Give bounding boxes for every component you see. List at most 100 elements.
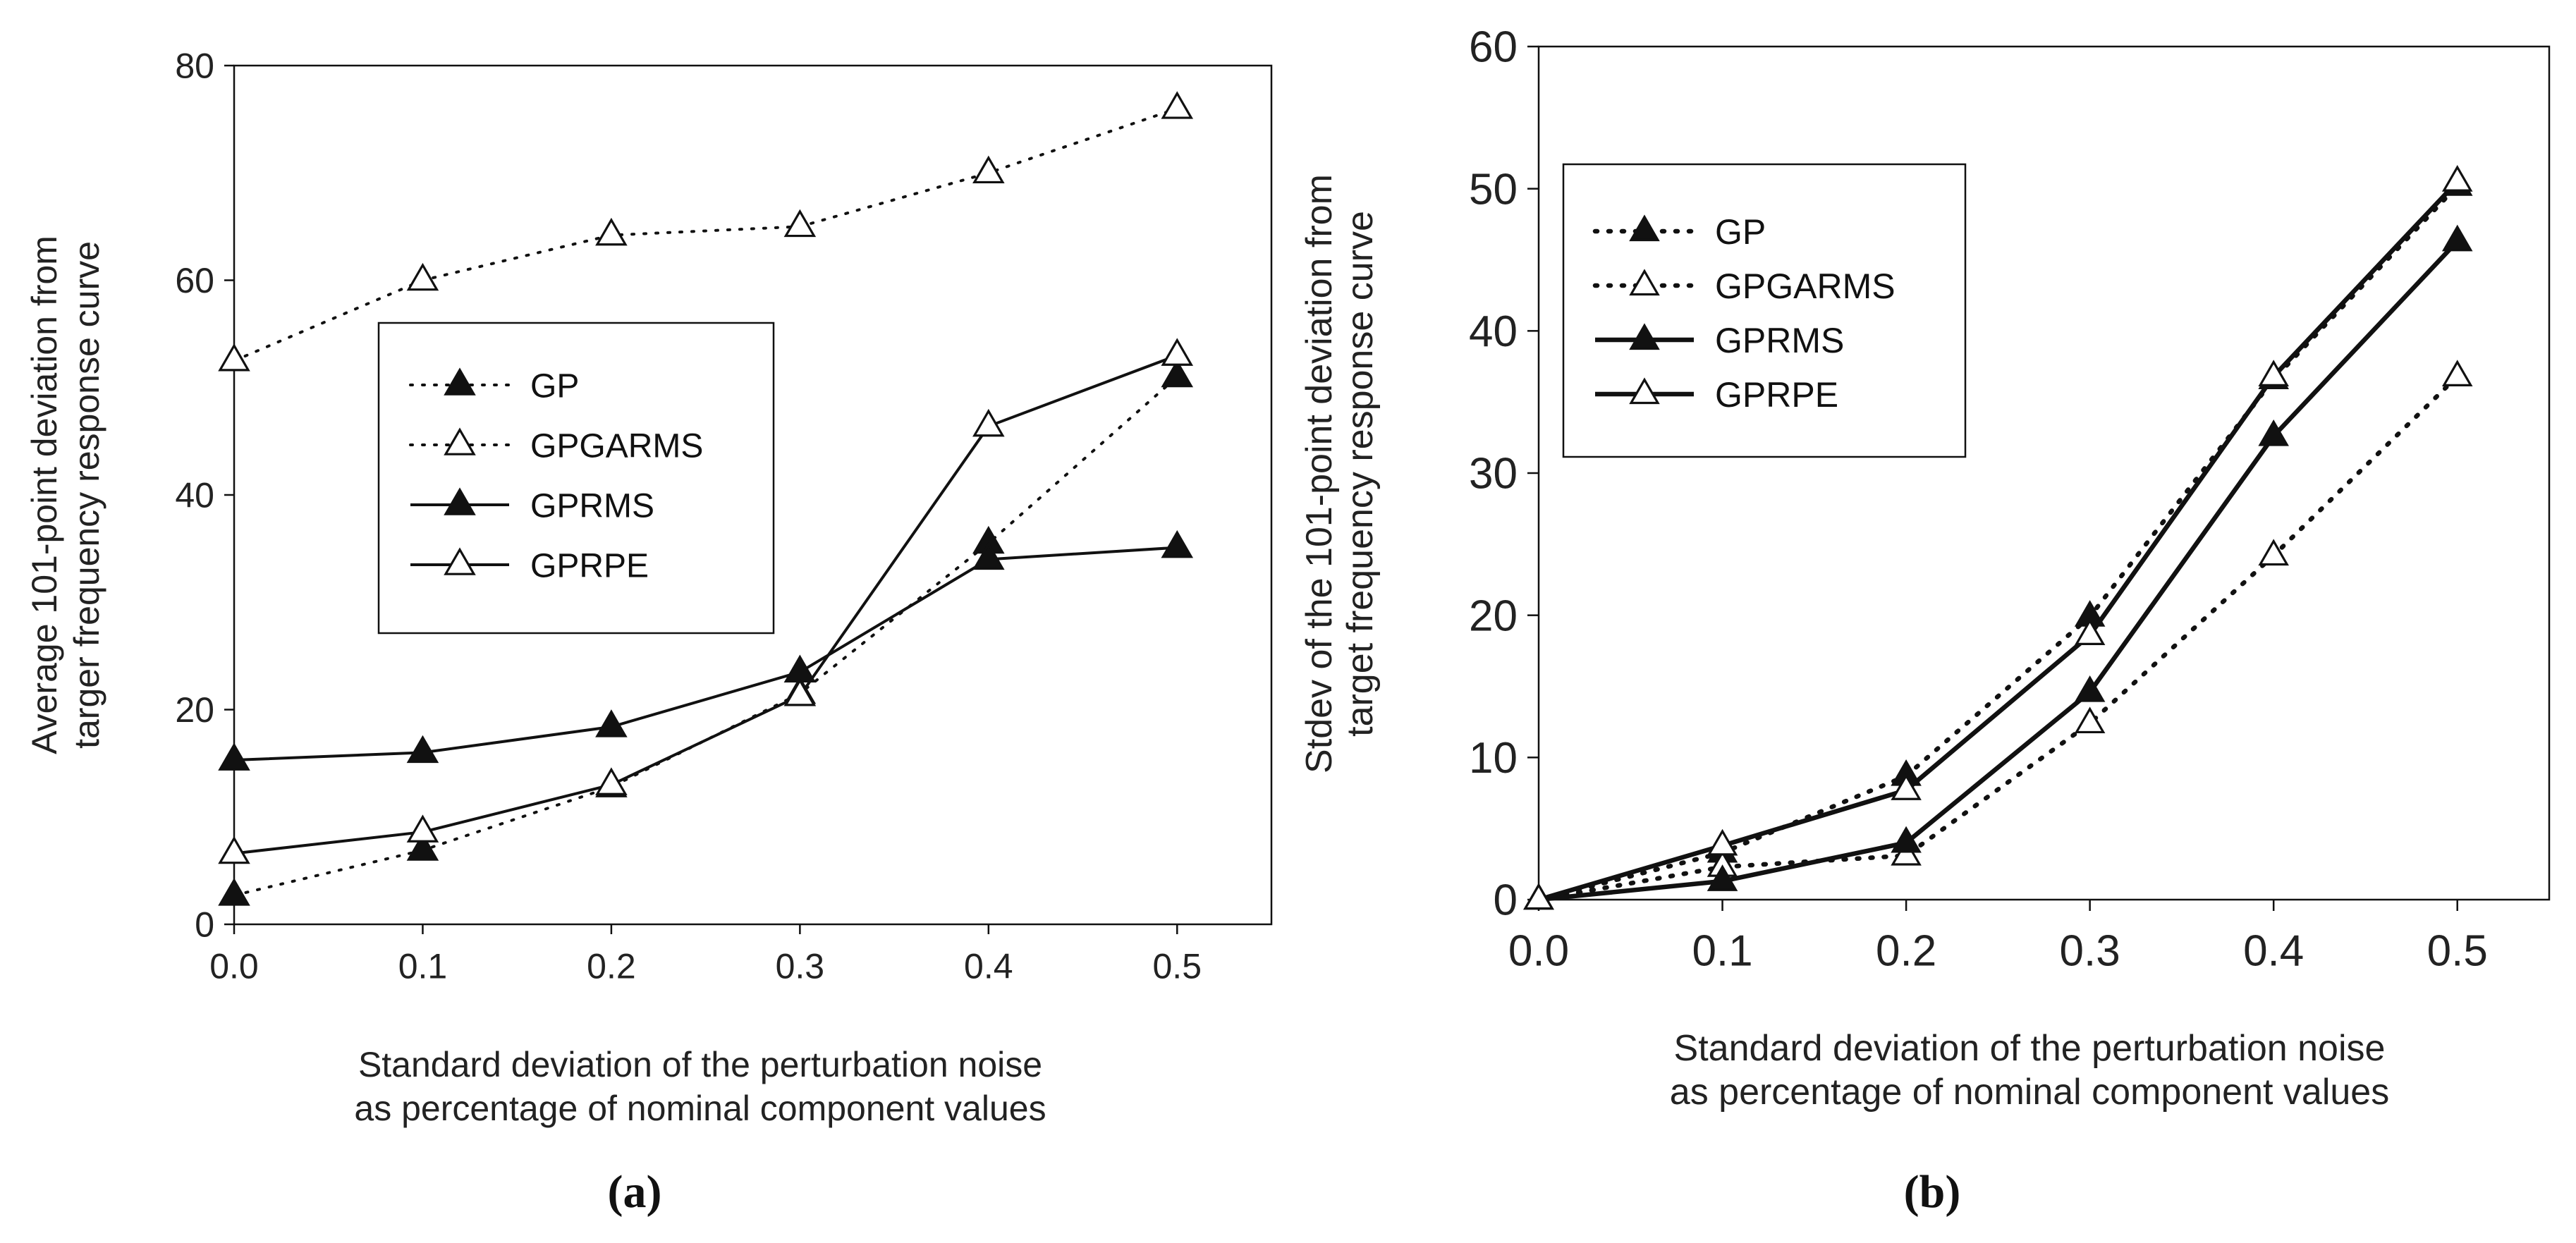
data-point-gprpe — [1523, 883, 1554, 910]
legend-label-gprpe: GPRPE — [1715, 375, 1838, 415]
x-tick-label: 0.5 — [2427, 927, 2488, 976]
legend-marker-gp — [1629, 214, 1660, 242]
data-point-gprms — [1891, 826, 1922, 853]
y-tick-label: 0 — [1494, 876, 1518, 925]
x-tick-label: 0.2 — [1876, 927, 1936, 976]
panel-caption: (a) — [608, 1166, 662, 1218]
legend-marker-gpgarms — [1629, 269, 1660, 296]
y-axis-title: Average 101-point deviation from — [25, 235, 64, 754]
data-point-gpgarms — [2074, 706, 2106, 734]
data-point-gpgarms — [1891, 838, 1922, 866]
data-point-gprpe — [2074, 618, 2106, 646]
y-tick-label: 50 — [1469, 165, 1518, 214]
legend-label-gprms: GPRMS — [530, 487, 654, 525]
y-tick-label: 40 — [1469, 307, 1518, 356]
data-point-gprms — [2441, 224, 2473, 252]
data-point-gpgarms — [218, 343, 250, 372]
legend-label-gpgarms: GPGARMS — [530, 427, 703, 465]
x-axis-title: Standard deviation of the perturbation n… — [1674, 1028, 2386, 1069]
y-tick-label: 60 — [1469, 23, 1518, 72]
data-point-gprpe — [2258, 360, 2289, 386]
x-tick-label: 0.0 — [209, 947, 259, 986]
data-point-gprms — [1161, 529, 1194, 558]
series-line-gpgarms — [233, 106, 1179, 362]
data-point-gprpe — [2441, 164, 2473, 192]
series-line-gprms — [1538, 240, 2460, 902]
legend-marker-gp — [444, 367, 476, 396]
chart-panel-a: 0 20 40 60 80 0.0 0.1 0.2 0.3 0.4 0.5 Average 101-p… — [25, 47, 1273, 1218]
x-tick-label: 0.4 — [964, 947, 1013, 986]
series-line-gprpe — [233, 354, 1178, 855]
legend: GP GPGARMS GPRMS GPRPE — [1562, 163, 1967, 458]
x-tick-label: 0.3 — [2060, 927, 2120, 976]
x-tick-label: 0.4 — [2243, 927, 2304, 976]
legend-label-gp: GP — [530, 367, 579, 405]
data-point-gprpe — [406, 814, 439, 843]
x-tick-label: 0.5 — [1153, 947, 1202, 986]
data-point-gprms — [783, 654, 817, 682]
legend-marker-gprms — [1629, 323, 1660, 350]
legend-marker-gpgarms — [444, 427, 476, 455]
data-point-gpgarms — [2258, 539, 2289, 566]
data-point-gpgarms — [406, 262, 439, 291]
data-point-gprms — [218, 742, 250, 771]
y-axis-title: targer frequency response curve — [67, 241, 106, 749]
y-tick-label: 40 — [175, 476, 214, 515]
x-axis-title: as percentage of nominal component value… — [1670, 1072, 2389, 1113]
data-point-gprpe — [1161, 338, 1194, 366]
y-axis-title: Stdev of the 101-point deviation from — [1299, 174, 1340, 773]
data-point-gprms — [972, 541, 1005, 570]
y-tick-label: 10 — [1469, 734, 1518, 783]
x-tick-label: 0.3 — [776, 947, 825, 986]
data-point-gprms — [2258, 419, 2289, 446]
data-point-gprpe — [1891, 773, 1922, 800]
data-point-gprpe — [972, 408, 1005, 437]
x-tick-label: 0.0 — [1508, 927, 1569, 976]
data-point-gp — [218, 878, 250, 906]
series-line-gprms — [233, 546, 1178, 762]
x-axis-title: as percentage of nominal component value… — [354, 1089, 1046, 1128]
y-tick-label: 80 — [175, 47, 214, 86]
data-point-gprpe — [783, 678, 817, 706]
series-line-gprpe — [1538, 180, 2460, 902]
data-point-gprms — [2074, 675, 2106, 702]
data-point-gpgarms — [972, 155, 1005, 184]
data-point-gp — [406, 833, 439, 861]
y-tick-label: 20 — [175, 690, 214, 730]
x-axis-title: Standard deviation of the perturbation n… — [358, 1045, 1042, 1084]
y-axis-title: target frequency response curve — [1340, 211, 1381, 737]
data-point-gprpe — [595, 767, 628, 795]
legend-label-gp: GP — [1715, 212, 1766, 252]
data-point-gprms — [1707, 864, 1738, 891]
legend-marker-gprms — [444, 487, 476, 515]
legend-marker-gprpe — [1629, 377, 1660, 405]
data-point-gprms — [595, 709, 628, 737]
data-point-gpgarms — [1161, 91, 1194, 119]
y-tick-label: 30 — [1469, 450, 1518, 498]
data-point-gpgarms — [595, 217, 628, 246]
data-point-gp — [1161, 359, 1194, 388]
x-tick-label: 0.1 — [1692, 927, 1752, 976]
series-line-gp — [233, 375, 1179, 897]
x-tick-label: 0.2 — [587, 947, 636, 986]
panel-caption: (b) — [1904, 1166, 1961, 1218]
data-point-gprms — [406, 735, 439, 764]
series-line-gpgarms — [1536, 374, 2460, 902]
legend-label-gprpe: GPRPE — [530, 547, 649, 584]
chart-panel-b: 0 10 20 30 40 50 60 0.0 0.1 0.2 0.3 0.4 0.5 Stdev of … — [1299, 23, 2551, 1218]
legend-label-gprms: GPRMS — [1715, 321, 1844, 360]
legend-box — [1562, 163, 1967, 458]
data-point-gprpe — [1707, 828, 1738, 856]
legend: GP GPGARMS GPRMS GPRPE — [377, 322, 775, 635]
legend-box — [377, 322, 775, 635]
x-tick-label: 0.1 — [398, 947, 448, 986]
y-tick-label: 20 — [1469, 592, 1518, 640]
data-point-gpgarms — [2441, 360, 2473, 386]
y-tick-label: 0 — [195, 905, 214, 945]
legend-marker-gprpe — [444, 547, 476, 575]
legend-label-gpgarms: GPGARMS — [1715, 267, 1896, 306]
data-point-gpgarms — [783, 209, 817, 238]
data-point-gprpe — [218, 835, 250, 864]
y-tick-label: 60 — [175, 261, 214, 300]
